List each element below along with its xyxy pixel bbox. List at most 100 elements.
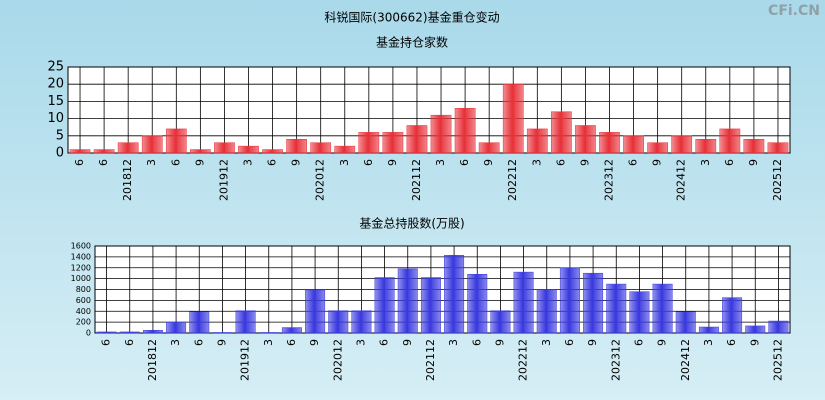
x-tick-label: 6 <box>169 159 182 166</box>
bar <box>623 135 644 154</box>
x-tick-label: 202412 <box>679 339 692 381</box>
x-tick-label: 202412 <box>675 159 688 201</box>
x-tick-label: 6 <box>123 339 136 346</box>
y-tick-label: 10 <box>47 111 64 126</box>
bar <box>166 321 187 334</box>
bar <box>551 111 572 154</box>
bar <box>358 132 380 154</box>
x-tick-label: 202112 <box>424 339 437 381</box>
bar <box>189 311 210 334</box>
bar <box>214 142 235 154</box>
x-tick-label: 6 <box>266 159 279 166</box>
bar <box>444 254 465 334</box>
x-tick-label: 9 <box>215 339 228 346</box>
bar <box>671 135 693 154</box>
bar <box>142 330 163 334</box>
bar <box>351 310 372 334</box>
bar <box>165 128 187 154</box>
bar <box>513 271 534 334</box>
bar <box>629 291 650 334</box>
x-tick-label: 9 <box>656 339 669 346</box>
y-tick-label: 200 <box>76 318 91 327</box>
bar <box>490 310 511 334</box>
x-tick-label: 9 <box>651 159 664 166</box>
x-tick-label: 6 <box>470 339 483 346</box>
y-tick-label: 25 <box>47 60 64 75</box>
x-tick-label: 6 <box>73 159 86 166</box>
x-tick-label: 202012 <box>331 339 344 381</box>
bar <box>767 142 789 154</box>
x-tick-label: 202212 <box>506 159 519 201</box>
bar <box>190 149 211 154</box>
x-tick-label: 6 <box>378 339 391 346</box>
bar <box>745 325 766 334</box>
bar <box>606 283 627 334</box>
bar <box>719 128 741 154</box>
x-tick-label: 6 <box>723 159 736 166</box>
x-tick-label: 6 <box>100 339 113 346</box>
x-tick-label: 3 <box>354 339 367 346</box>
x-tick-label: 3 <box>262 339 275 346</box>
y-tick-label: 800 <box>76 285 91 294</box>
x-tick-label: 9 <box>493 339 506 346</box>
bar <box>652 283 673 334</box>
x-tick-label: 3 <box>447 339 460 346</box>
bar <box>454 108 476 154</box>
x-tick-label: 9 <box>290 159 303 166</box>
bar <box>430 114 452 154</box>
x-tick-label: 3 <box>699 159 712 166</box>
bar <box>575 125 596 154</box>
bar <box>768 320 789 334</box>
bar <box>310 142 332 154</box>
bar <box>420 277 441 334</box>
x-tick-label: 6 <box>285 339 298 346</box>
x-tick-label: 201912 <box>239 339 252 381</box>
bar <box>743 138 765 154</box>
x-tick-label: 9 <box>308 339 321 346</box>
bar <box>382 132 404 154</box>
x-tick-label: 202312 <box>603 159 616 201</box>
x-tick-label: 202512 <box>771 159 784 201</box>
subtitle: 基金持仓家数 <box>376 35 448 50</box>
x-tick-label: 3 <box>145 159 158 166</box>
y-tick-label: 0 <box>56 146 64 161</box>
x-tick-label: 3 <box>338 159 351 166</box>
x-tick-label: 9 <box>386 159 399 166</box>
y-tick-label: 1600 <box>71 242 91 251</box>
x-tick-label: 3 <box>169 339 182 346</box>
x-tick-label: 3 <box>434 159 447 166</box>
x-tick-label: 202212 <box>517 339 530 381</box>
x-tick-label: 9 <box>578 159 591 166</box>
bar <box>406 125 428 154</box>
x-tick-label: 6 <box>554 159 567 166</box>
bar <box>238 145 259 154</box>
bar <box>334 145 356 154</box>
bar <box>397 268 418 334</box>
x-tick-label: 6 <box>458 159 471 166</box>
bar <box>559 267 580 334</box>
bar <box>478 142 500 154</box>
x-tick-label: 201912 <box>217 159 230 201</box>
bar <box>374 277 395 334</box>
x-tick-label: 6 <box>192 339 205 346</box>
plot-area <box>67 66 791 154</box>
bar <box>69 149 91 154</box>
x-tick-label: 9 <box>747 159 760 166</box>
bar <box>235 310 256 334</box>
x-tick-label: 6 <box>725 339 738 346</box>
bar <box>262 149 283 154</box>
bar <box>117 142 139 154</box>
x-tick-label: 3 <box>540 339 553 346</box>
x-tick-label: 3 <box>530 159 543 166</box>
y-tick-label: 0 <box>86 329 91 338</box>
y-tick-label: 15 <box>47 94 64 109</box>
bar <box>647 142 668 154</box>
x-tick-label: 202112 <box>410 159 423 201</box>
x-tick-label: 6 <box>97 159 110 166</box>
y-tick-label: 1200 <box>71 263 91 272</box>
x-tick-label: 6 <box>632 339 645 346</box>
bar <box>281 327 302 334</box>
y-tick-label: 400 <box>76 307 91 316</box>
y-tick-label: 1000 <box>71 274 91 283</box>
